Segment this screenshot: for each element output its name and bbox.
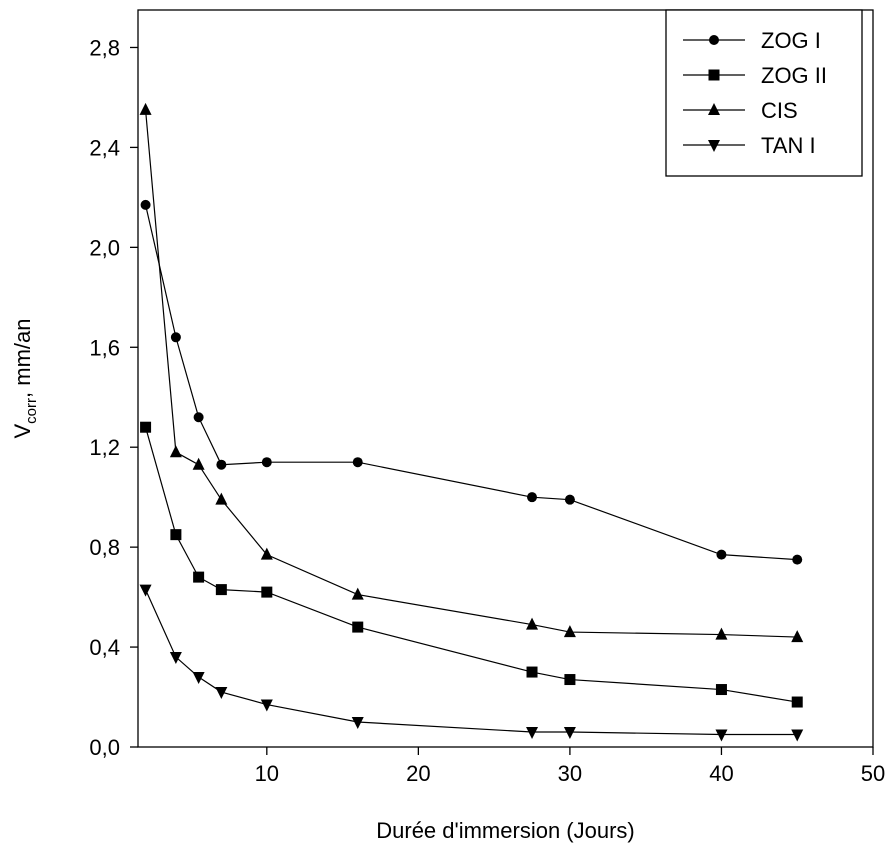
x-tick-label: 20	[406, 761, 430, 786]
legend-label-cis: CIS	[761, 98, 798, 123]
y-tick-label: 1,6	[89, 335, 120, 360]
series-zog-i	[140, 199, 803, 565]
series-layer	[139, 102, 804, 742]
y-axis-title-subscript: corr	[23, 398, 40, 424]
data-point-zog-ii	[564, 674, 576, 686]
legend-label-zog-ii: ZOG II	[761, 63, 827, 88]
data-point-zog-ii	[526, 666, 538, 678]
data-point-zog-i	[564, 494, 575, 505]
data-point-zog-i	[716, 549, 727, 560]
data-point-tan-i	[260, 699, 273, 712]
data-point-zog-i	[261, 457, 272, 468]
y-tick-label: 1,2	[89, 435, 120, 460]
legend-marker-zog-i	[709, 35, 719, 45]
data-point-tan-i	[526, 727, 539, 740]
x-axis: 10 20 30 40 50	[255, 747, 885, 786]
legend-label-zog-i: ZOG I	[761, 28, 821, 53]
data-point-zog-ii	[261, 586, 273, 598]
data-point-zog-ii	[715, 684, 727, 696]
series-line-zog-ii	[144, 427, 798, 703]
y-tick-label: 2,8	[89, 35, 120, 60]
legend-box	[665, 9, 863, 177]
series-zog-ii	[140, 421, 803, 708]
data-point-cis	[563, 625, 576, 638]
data-point-cis	[169, 445, 182, 458]
x-tick-label: 30	[558, 761, 582, 786]
x-tick-label: 50	[861, 761, 885, 786]
data-point-tan-i	[351, 717, 364, 730]
y-tick-label: 0,8	[89, 535, 120, 560]
data-point-zog-i	[792, 554, 803, 565]
series-line-tan-i	[145, 589, 798, 736]
y-axis-title-rest: , mm/an	[10, 319, 35, 398]
plot-frame	[137, 9, 874, 748]
data-point-tan-i	[563, 727, 576, 740]
x-axis-title: Durée d'immersion (Jours)	[376, 818, 635, 843]
data-point-tan-i	[139, 584, 152, 597]
data-point-zog-ii	[352, 621, 364, 633]
data-point-cis	[215, 492, 228, 505]
data-point-cis	[791, 630, 804, 643]
plot-border	[137, 9, 874, 748]
data-point-zog-ii	[170, 529, 182, 541]
series-tan-i	[139, 584, 804, 742]
data-point-tan-i	[169, 652, 182, 665]
data-point-zog-i	[140, 199, 151, 210]
data-point-zog-ii	[215, 584, 227, 596]
data-point-tan-i	[215, 687, 228, 700]
y-axis-title: Vcorr, mm/an	[10, 319, 40, 439]
data-point-zog-ii	[791, 696, 803, 708]
y-tick-label: 2,0	[89, 235, 120, 260]
data-point-tan-i	[791, 729, 804, 742]
data-point-cis	[351, 587, 364, 600]
data-point-zog-i	[352, 457, 363, 468]
y-tick-label: 0,0	[89, 735, 120, 760]
series-cis	[139, 102, 804, 643]
data-point-zog-i	[527, 492, 538, 503]
data-point-zog-i	[216, 459, 227, 470]
data-point-tan-i	[715, 729, 728, 742]
y-axis: 0,0 0,4 0,8 1,2 1,6 2,0 2,4 2,8	[89, 35, 138, 760]
data-point-cis	[526, 617, 539, 630]
data-point-zog-i	[170, 332, 181, 343]
data-point-zog-i	[193, 412, 204, 423]
legend: ZOG I ZOG II CIS TAN I	[665, 9, 863, 177]
data-point-cis	[260, 547, 273, 560]
legend-label-tan-i: TAN I	[761, 133, 816, 158]
series-line-zog-i	[144, 204, 798, 561]
legend-marker-zog-ii	[708, 69, 720, 81]
data-point-zog-ii	[193, 571, 205, 583]
data-point-zog-ii	[140, 421, 152, 433]
data-point-cis	[192, 457, 205, 470]
legend-marker-cis	[708, 103, 720, 115]
series-line-cis	[144, 109, 798, 638]
legend-marker-tan-i	[708, 140, 720, 152]
x-tick-label: 10	[255, 761, 279, 786]
data-point-cis	[139, 102, 152, 115]
y-tick-label: 0,4	[89, 635, 120, 660]
x-tick-label: 40	[709, 761, 733, 786]
data-point-cis	[715, 627, 728, 640]
data-point-tan-i	[192, 672, 205, 685]
y-tick-label: 2,4	[89, 135, 120, 160]
y-axis-title-main: V	[10, 424, 35, 439]
